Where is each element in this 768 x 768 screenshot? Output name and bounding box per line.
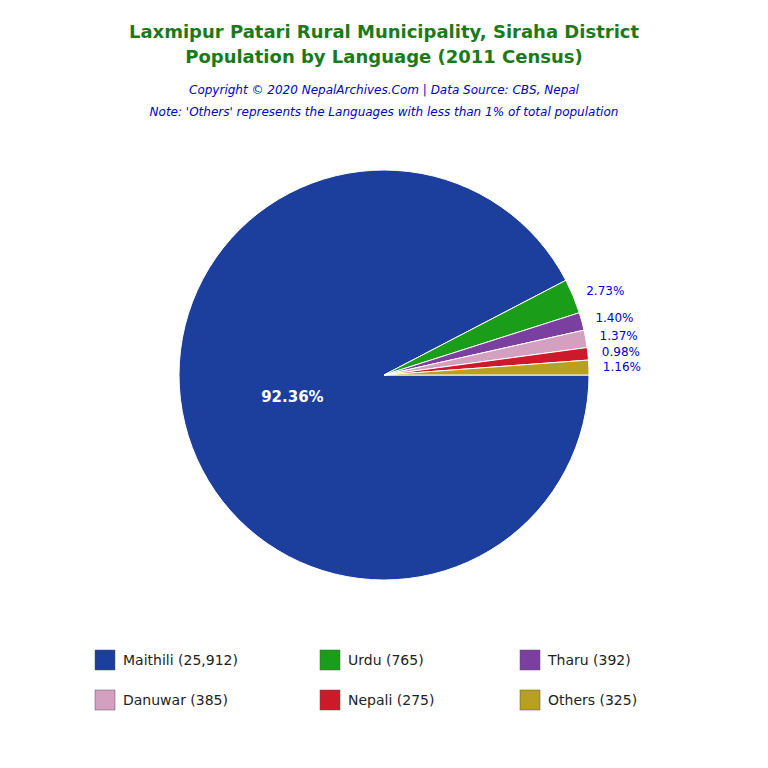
legend: Maithili (25,912) Urdu (765) Tharu (392) Da… (95, 650, 637, 710)
legend-label: Others (325) (548, 692, 637, 708)
legend-label: Nepali (275) (348, 692, 434, 708)
legend-swatch (320, 650, 340, 670)
legend-swatch (320, 690, 340, 710)
pie-slice (179, 170, 589, 580)
chart: Laxmipur Patari Rural Municipality, Sira… (0, 0, 768, 768)
legend-item: Urdu (765) (320, 650, 424, 670)
legend-swatch (95, 650, 115, 670)
title: Laxmipur Patari Rural Municipality, Sira… (129, 21, 640, 42)
pie (179, 170, 589, 580)
legend-swatch (520, 690, 540, 710)
pie-slice (384, 348, 588, 375)
annotation: Note: 'Others' represents the Languages … (150, 105, 619, 119)
legend-item: Others (325) (520, 690, 637, 710)
pie-slice (384, 360, 589, 375)
legend-label: Danuwar (385) (123, 692, 228, 708)
legend-item: Maithili (25,912) (95, 650, 238, 670)
legend-label: Tharu (392) (547, 652, 631, 668)
data-label: 2.73% (586, 284, 624, 298)
legend-item: Tharu (392) (520, 650, 631, 670)
data-label: 1.16% (603, 360, 641, 374)
annotation: Copyright © 2020 NepalArchives.Com | Dat… (189, 83, 580, 97)
legend-item: Danuwar (385) (95, 690, 228, 710)
data-label: 92.36% (261, 388, 323, 406)
legend-label: Urdu (765) (348, 652, 424, 668)
data-label: 0.98% (602, 345, 640, 359)
legend-swatch (520, 650, 540, 670)
subtitle: Population by Language (2011 Census) (185, 46, 583, 67)
legend-item: Nepali (275) (320, 690, 434, 710)
data-labels: 92.36% 2.73% 1.40% 1.37% 0.98%1.16% (261, 284, 641, 407)
data-label: 1.40% (595, 311, 633, 325)
legend-label: Maithili (25,912) (123, 652, 238, 668)
data-label: 1.37% (600, 329, 638, 343)
legend-swatch (95, 690, 115, 710)
